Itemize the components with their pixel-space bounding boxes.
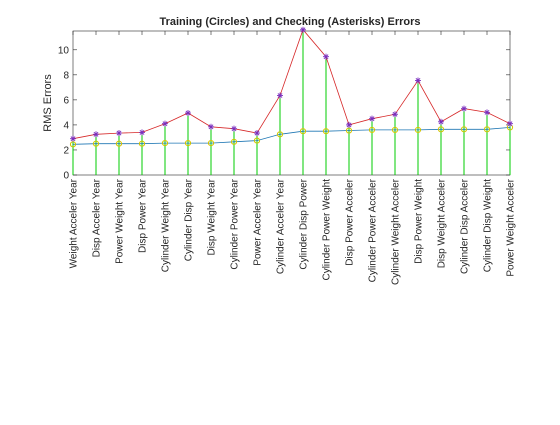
- training-error-point: [115, 140, 123, 147]
- asterisk-stroke: [116, 130, 122, 136]
- x-tick-label: Cylinder Power Year: [230, 178, 241, 269]
- training-error-point: [460, 126, 468, 133]
- training-error-point: [391, 126, 399, 134]
- plot-area: 0 2 4 6 8 10 Weight Acceler Year Disp Acceler Y…: [58, 26, 517, 285]
- asterisk-stroke: [507, 121, 513, 127]
- checking-error-point: [300, 26, 306, 33]
- checking-error-point: [185, 110, 191, 117]
- x-tick-label: Power Weight Acceler: [506, 178, 517, 276]
- checking-error-point: [162, 120, 168, 127]
- asterisk-stroke: [185, 110, 191, 116]
- training-error-point: [230, 138, 238, 145]
- training-error-point: [69, 141, 77, 148]
- asterisk-stroke: [323, 54, 329, 60]
- asterisk-stroke: [254, 130, 260, 136]
- y-tick-label: 6: [63, 95, 69, 106]
- x-tick-label: Disp Acceler Year: [92, 178, 103, 257]
- training-error-line: [72, 127, 511, 145]
- x-tick-label: Cylinder Disp Year: [184, 178, 195, 261]
- checking-error-point: [70, 135, 76, 142]
- y-axis-label: RMS Errors: [42, 74, 54, 132]
- x-tick-label: Cylinder Power Weight: [322, 179, 333, 281]
- x-tick-label: Cylinder Disp Acceler: [460, 178, 471, 274]
- x-tick-label: Cylinder Disp Weight: [483, 179, 494, 272]
- training-error-point: [92, 140, 100, 147]
- x-tick-label: Cylinder Weight Acceler: [391, 178, 402, 285]
- training-error-point: [276, 131, 284, 138]
- checking-error-point: [93, 131, 99, 138]
- checking-error-point: [346, 121, 352, 128]
- training-error-point: [368, 126, 376, 134]
- training-error-point: [138, 140, 146, 147]
- training-error-point: [345, 127, 353, 134]
- checking-error-point: [461, 105, 467, 112]
- x-tick-label: Disp Power Year: [138, 178, 149, 253]
- chart-title: Training (Circles) and Checking (Asteris…: [159, 16, 420, 28]
- checking-error-point: [231, 125, 237, 132]
- y-tick-label: 10: [58, 45, 70, 56]
- checking-error-point: [277, 92, 283, 99]
- x-tick-label: Disp Weight Year: [207, 178, 218, 255]
- y-tick-label: 0: [63, 171, 69, 182]
- asterisk-stroke: [438, 119, 444, 125]
- checking-error-point: [369, 115, 375, 122]
- asterisk-stroke: [392, 111, 398, 117]
- training-error-point: [414, 126, 422, 134]
- asterisk-stroke: [162, 121, 168, 127]
- y-tick-label: 2: [63, 145, 69, 156]
- checking-error-line: [72, 28, 511, 140]
- x-tick-label: Power Weight Year: [115, 178, 126, 264]
- asterisk-stroke: [208, 124, 214, 130]
- x-tick-label: Power Acceler Year: [253, 178, 264, 265]
- training-error-point: [207, 139, 215, 147]
- asterisk-stroke: [415, 78, 421, 83]
- axes-box: [72, 30, 511, 176]
- x-tick-label: Disp Power Weight: [414, 179, 425, 264]
- checking-error-point: [208, 123, 214, 130]
- x-tick-label: Cylinder Power Acceler: [368, 178, 379, 282]
- x-tick-label: Cylinder Weight Year: [161, 178, 172, 272]
- asterisk-stroke: [93, 131, 99, 137]
- asterisk-stroke: [461, 106, 467, 112]
- asterisk-stroke: [139, 130, 145, 135]
- asterisk-stroke: [484, 109, 490, 115]
- checking-error-point: [507, 120, 513, 127]
- training-error-point: [483, 126, 491, 133]
- x-tick-label: Cylinder Acceler Year: [276, 178, 287, 274]
- checking-error-point: [415, 77, 421, 84]
- checking-error-point: [392, 111, 398, 118]
- checking-error-point: [254, 130, 260, 137]
- training-error-point: [299, 128, 307, 135]
- asterisk-stroke: [231, 126, 237, 132]
- asterisk-stroke: [369, 116, 375, 122]
- training-error-point: [322, 128, 330, 135]
- training-error-point: [161, 139, 169, 147]
- checking-error-point: [139, 129, 145, 136]
- checking-error-point: [438, 118, 444, 125]
- x-tick-label: Cylinder Disp Power: [299, 178, 310, 269]
- x-tick-label: Disp Weight Acceler: [437, 178, 448, 268]
- asterisk-stroke: [70, 136, 76, 142]
- y-tick-label: 4: [63, 120, 69, 131]
- asterisk-stroke: [300, 27, 306, 33]
- training-error-point: [437, 126, 445, 133]
- training-error-point: [184, 139, 192, 147]
- checking-error-point: [323, 53, 329, 60]
- x-tick-label: Weight Acceler Year: [69, 178, 80, 268]
- asterisk-stroke: [346, 122, 352, 128]
- training-error-point: [253, 137, 261, 144]
- y-tick-label: 8: [63, 70, 69, 81]
- checking-error-point: [116, 130, 122, 137]
- x-tick-label: Disp Power Acceler: [345, 178, 356, 265]
- asterisk-stroke: [277, 93, 283, 98]
- checking-error-point: [484, 109, 490, 116]
